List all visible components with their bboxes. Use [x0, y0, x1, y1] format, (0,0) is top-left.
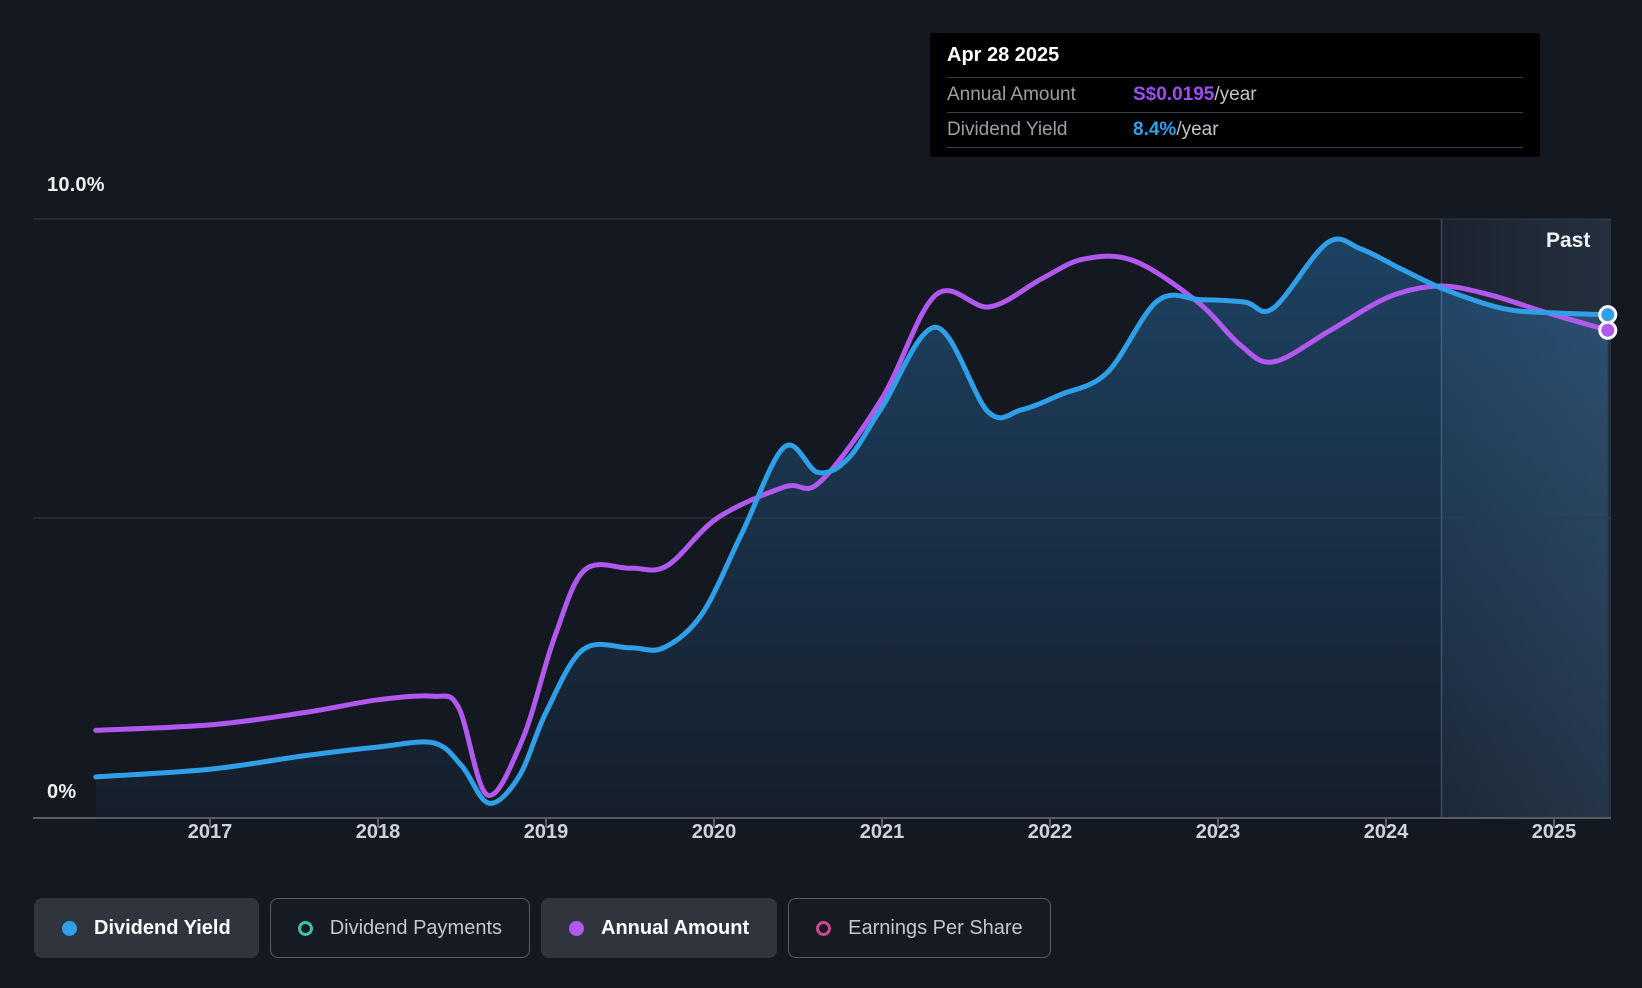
- x-tick-label-2022: 2022: [1027, 821, 1073, 843]
- annual-amount-end-marker[interactable]: [1598, 320, 1618, 340]
- legend-toggle-dividend-payments[interactable]: Dividend Payments: [269, 898, 531, 958]
- legend-label: Earnings Per Share: [848, 916, 1023, 939]
- tooltip-rows: Annual Amount S$0.0195/year Dividend Yield…: [947, 77, 1523, 148]
- x-tick-label-2024: 2024: [1363, 821, 1409, 843]
- tooltip-row-value: S$0.0195: [1133, 84, 1215, 105]
- past-region-label: Past: [1546, 229, 1591, 252]
- tooltip-row-label: Annual Amount: [947, 84, 1076, 105]
- legend-toggle-earnings-per-share[interactable]: Earnings Per Share: [788, 898, 1051, 958]
- ring-icon: [816, 920, 832, 936]
- y-axis-top-label: 10.0%: [47, 174, 105, 196]
- x-tick-label-2018: 2018: [355, 821, 401, 843]
- filled-dot-icon: [569, 920, 585, 936]
- chart-tooltip: Apr 28 2025 Annual Amount S$0.0195/year Di…: [930, 33, 1540, 157]
- yield-area-fill: [95, 239, 1608, 817]
- tooltip-date: Apr 28 2025: [947, 44, 1060, 66]
- legend-label: Dividend Yield: [94, 916, 231, 939]
- ring-icon: [297, 920, 313, 936]
- legend-label: Annual Amount: [601, 916, 750, 939]
- legend-toggle-annual-amount[interactable]: Annual Amount: [541, 898, 778, 958]
- legend-toggle-dividend-yield[interactable]: Dividend Yield: [34, 898, 259, 958]
- legend-label: Dividend Payments: [329, 916, 503, 939]
- tooltip-row-suffix: /year: [1214, 84, 1257, 105]
- dividend-yield-end-marker[interactable]: [1598, 305, 1618, 325]
- tooltip-row-value: 8.4%: [1133, 119, 1177, 140]
- tooltip-row-label: Dividend Yield: [947, 119, 1068, 140]
- filled-dot-icon: [62, 920, 77, 936]
- x-tick-label-2023: 2023: [1195, 821, 1241, 843]
- tooltip-row-suffix: /year: [1176, 119, 1219, 140]
- dividend-yield-line[interactable]: [93, 236, 1611, 806]
- x-tick-label-2017: 2017: [187, 821, 233, 843]
- x-tick-label-2019: 2019: [523, 821, 569, 843]
- tooltip-row-dividend-yield: Dividend Yield 8.4%/year: [947, 112, 1523, 148]
- series-legend: Dividend Yield Dividend Payments Annual Am…: [34, 898, 1051, 958]
- x-tick-label-2025: 2025: [1531, 821, 1577, 843]
- y-axis-zero-label: 0%: [47, 781, 77, 803]
- tooltip-row-annual-amount: Annual Amount S$0.0195/year: [947, 77, 1523, 112]
- x-tick-label-2020: 2020: [691, 821, 737, 843]
- x-tick-label-2021: 2021: [859, 821, 905, 843]
